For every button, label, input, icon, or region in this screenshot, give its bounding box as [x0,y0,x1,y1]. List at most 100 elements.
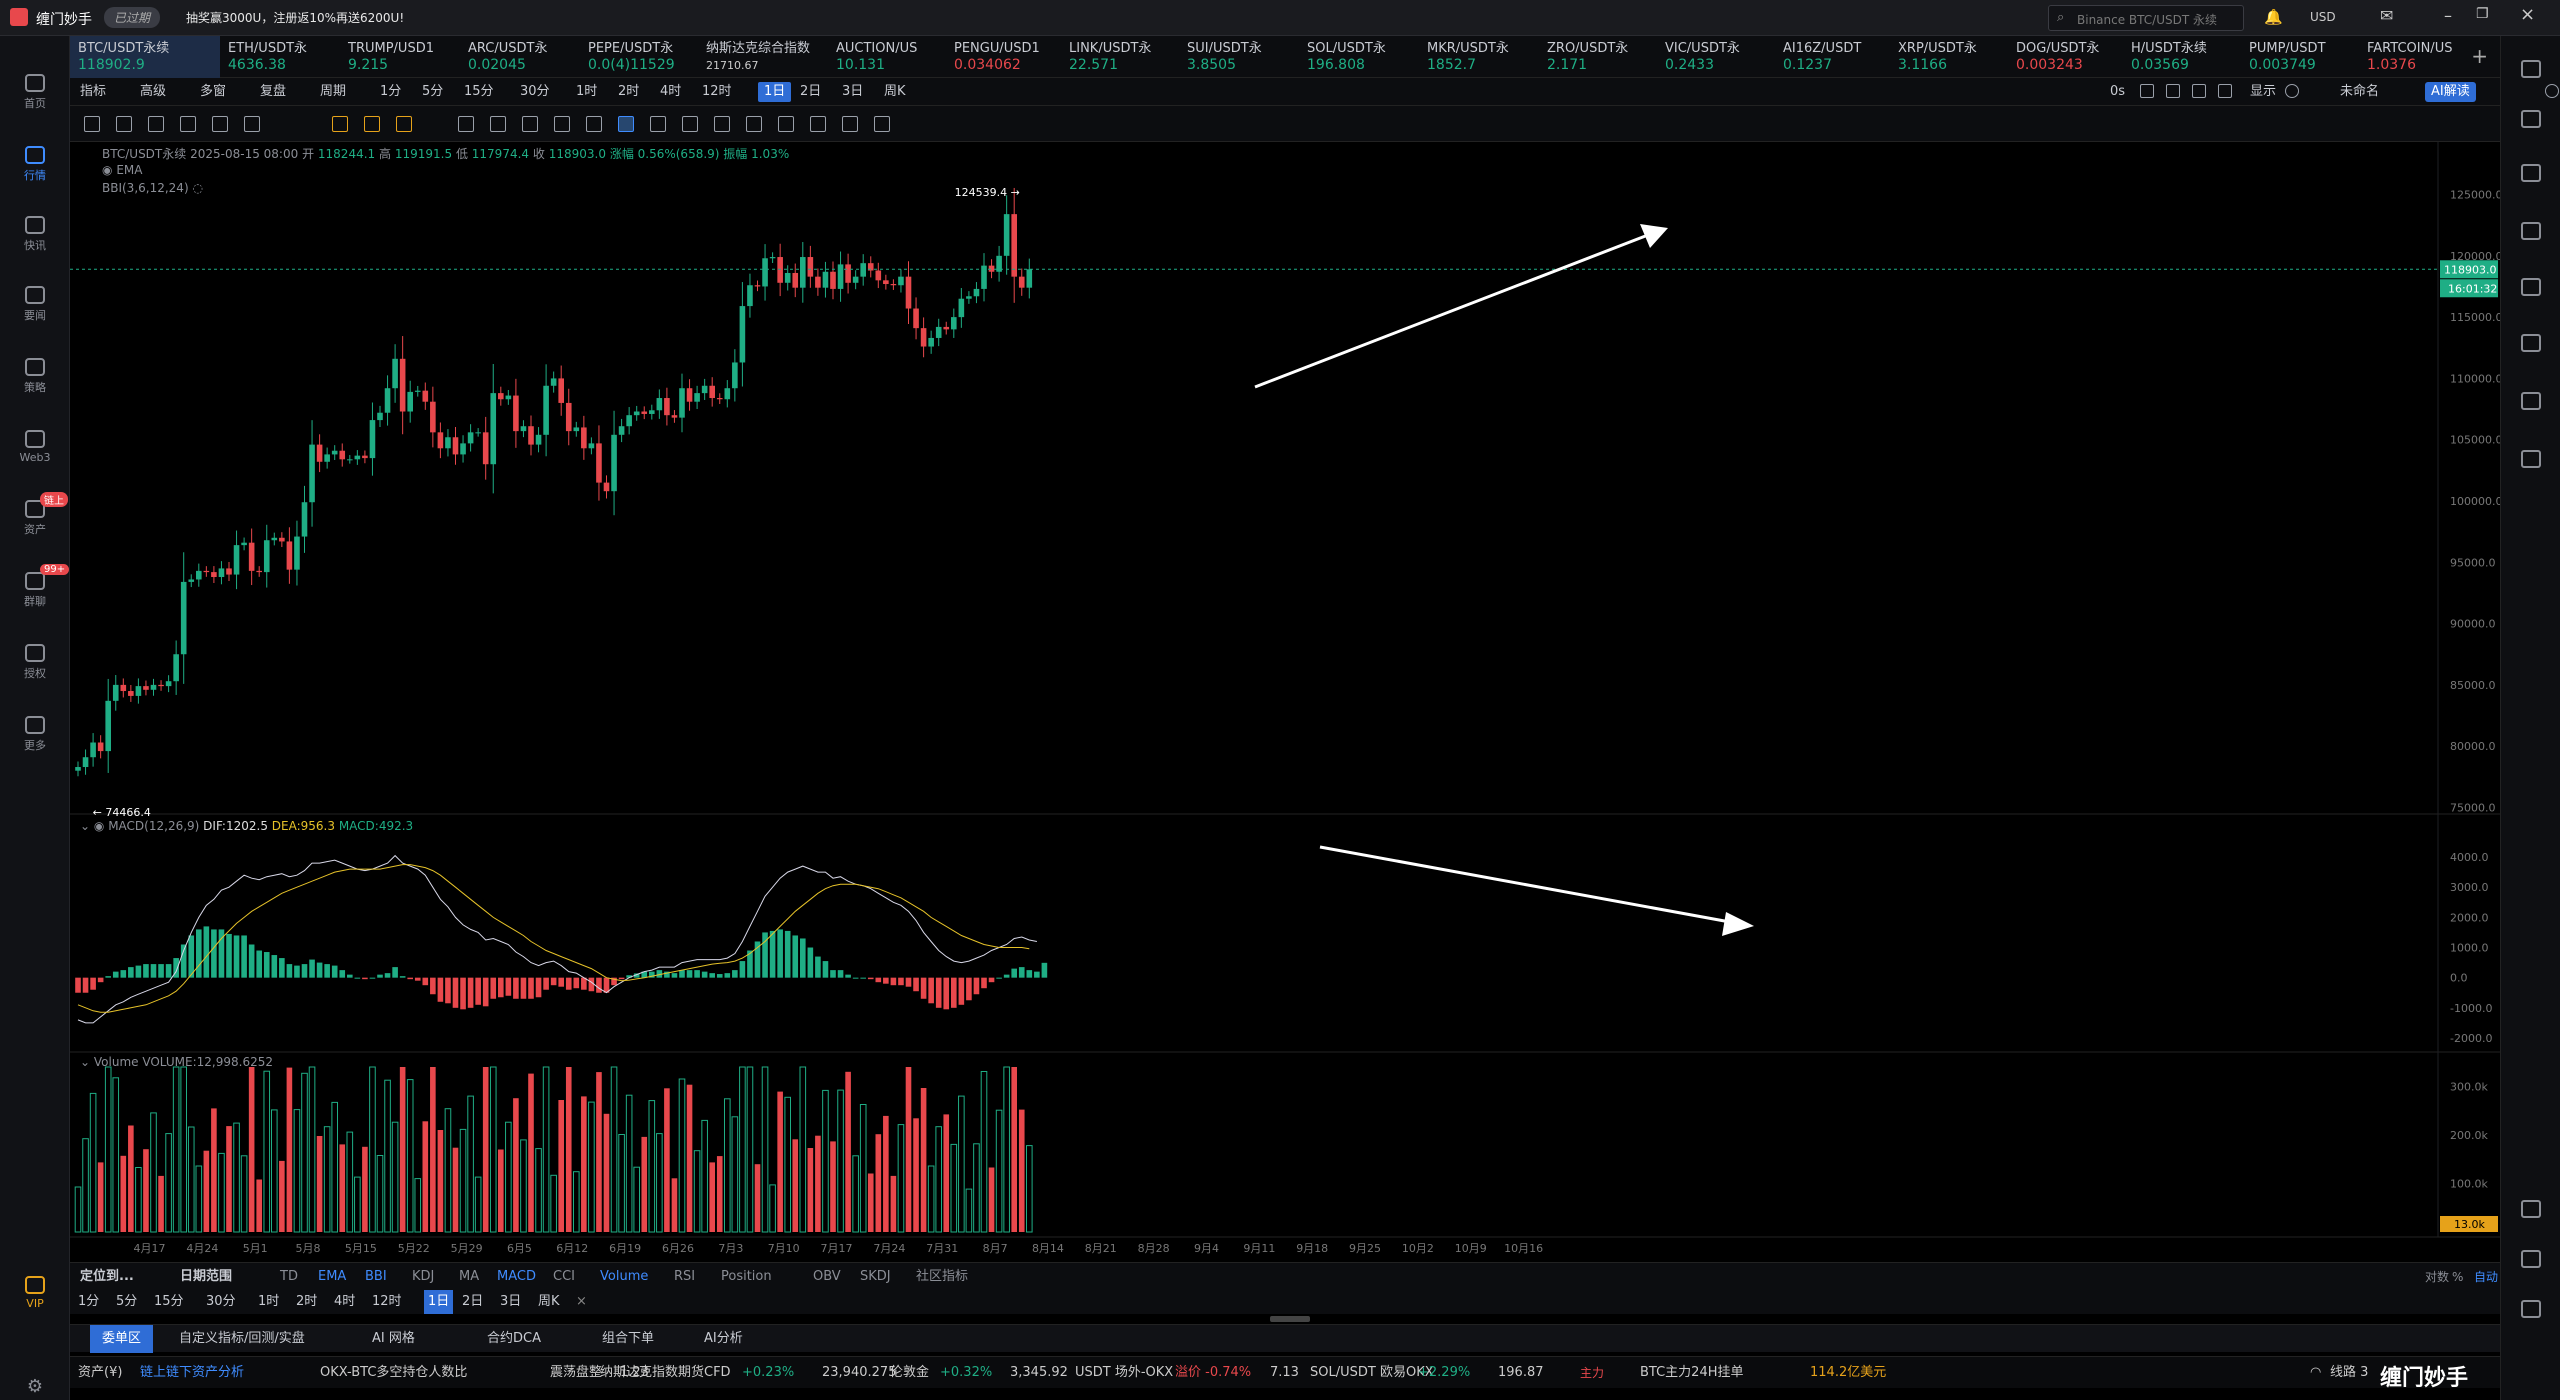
panel-tab-5[interactable]: AI分析 [704,1331,743,1346]
ray-icon[interactable] [180,116,196,132]
scale-option-1[interactable]: % [2452,1270,2464,1284]
indicator-tab-5[interactable]: KDJ [412,1269,435,1284]
toolbar-item-10[interactable]: 2时 [618,84,640,99]
ticker-2[interactable]: TRUMP/USD1 9.215 [340,36,460,78]
toolbar-right-0[interactable]: 0s [2110,84,2126,99]
ticker-18[interactable]: PUMP/USDT 0.003749 [2241,36,2359,78]
indicator-tab-9[interactable]: Volume [600,1269,649,1284]
period-tab-2[interactable]: 15分 [154,1294,184,1309]
brush-icon[interactable] [554,116,570,132]
redo-icon[interactable] [874,116,890,132]
indicator-tab-10[interactable]: RSI [674,1269,696,1284]
trash-icon[interactable] [810,116,826,132]
indicator-tab-12[interactable]: OBV [813,1269,841,1284]
pen-icon[interactable] [586,116,602,132]
signal-icon[interactable] [2521,392,2541,410]
period-tab-9[interactable]: 2日 [462,1294,484,1309]
order-book-icon[interactable] [2521,110,2541,128]
plus-icon[interactable] [2521,60,2541,78]
filter-icon[interactable] [778,116,794,132]
measure-icon[interactable] [490,116,506,132]
share-icon[interactable] [2545,84,2559,98]
assets-label[interactable]: 资产(¥) [78,1365,123,1380]
chat-icon[interactable] [2521,164,2541,182]
promo-banner[interactable]: 抽奖赢3000U，注册返10%再送6200U! [186,11,405,25]
period-tab-0[interactable]: 1分 [78,1294,100,1309]
support-icon[interactable] [2521,1300,2541,1318]
toolbar-item-8[interactable]: 30分 [520,84,550,99]
status-label[interactable]: 伦敦金 [890,1365,930,1380]
camera-icon[interactable] [2140,84,2154,98]
toolbar-right-2[interactable]: 未命名 [2340,84,2380,99]
panel-tab-3[interactable]: 合约DCA [487,1331,541,1346]
nav-item-5[interactable]: Web3 [0,430,70,464]
collapse-icon[interactable]: ⌄ [80,819,91,833]
period-tab-7[interactable]: 12时 [372,1294,402,1309]
undo-icon[interactable] [842,116,858,132]
close-periods-icon[interactable]: × [576,1294,587,1309]
trendline-icon[interactable] [148,116,164,132]
nav-item-0[interactable]: 首页 [0,74,70,111]
indicator-tab-4[interactable]: BBI [365,1269,387,1284]
eye-icon[interactable]: ◉ [93,819,105,833]
scale-option-2[interactable]: 自动 [2474,1270,2499,1284]
ticker-1[interactable]: ETH/USDT永 4636.38 [220,36,340,78]
message-icon[interactable] [2521,1250,2541,1268]
ticker-5[interactable]: 纳斯达克综合指数 21710.67 [698,36,828,78]
depth-icon[interactable] [2521,222,2541,240]
period-tab-1[interactable]: 5分 [116,1294,138,1309]
nav-item-8[interactable]: 授权 [0,644,70,681]
toolbar-item-5[interactable]: 1分 [380,84,402,99]
main-icon[interactable] [332,116,348,132]
ticker-19[interactable]: FARTCOIN/US 1.0376 [2359,36,2479,78]
indicator-tab-7[interactable]: MACD [497,1269,536,1284]
toolbar-item-9[interactable]: 1时 [576,84,598,99]
panel-tab-0[interactable]: 委单区 [90,1325,154,1353]
ticker-15[interactable]: XRP/USDT永 3.1166 [1890,36,2008,78]
panel-tab-1[interactable]: 自定义指标/回测/实盘 [179,1331,305,1346]
period-tab-3[interactable]: 30分 [206,1294,236,1309]
ticker-9[interactable]: SUI/USDT永 3.8505 [1179,36,1299,78]
toolbar-item-16[interactable]: 周K [884,84,906,99]
chip-icon[interactable] [396,116,412,132]
toolbar-item-1[interactable]: 高级 [140,84,167,99]
layout-icon[interactable] [2521,1200,2541,1218]
big-icon[interactable] [364,116,380,132]
ticker-6[interactable]: AUCTION/US 10.131 [828,36,946,78]
panel-tab-4[interactable]: 组合下单 [602,1331,655,1346]
currency-select[interactable]: USD [2310,10,2336,24]
search-box[interactable]: ⌕ Binance BTC/USDT 永续 [2048,5,2244,31]
nav-item-7[interactable]: 群聊 99+ [0,564,70,609]
add-ticker-icon[interactable]: + [2471,44,2488,68]
toolbar-item-14[interactable]: 2日 [800,84,822,99]
toolbar-item-4[interactable]: 周期 [320,84,347,99]
period-tab-8[interactable]: 1日 [424,1290,454,1314]
indicator-tab-11[interactable]: Position [721,1269,772,1284]
nav-item-9[interactable]: 更多 [0,716,70,753]
ticker-10[interactable]: SOL/USDT永 196.808 [1299,36,1419,78]
toolbar-right-3[interactable]: AI解读 [2425,82,2476,102]
indicator-tab-1[interactable]: 日期范围 [180,1269,233,1284]
eye-icon[interactable]: ◉ [102,163,113,177]
card-icon[interactable] [2521,334,2541,352]
indicator-tab-13[interactable]: SKDJ [860,1269,891,1284]
toolbar-item-6[interactable]: 5分 [422,84,444,99]
fib-icon[interactable] [618,116,634,132]
ticker-12[interactable]: ZRO/USDT永 2.171 [1539,36,1657,78]
layout-icon[interactable] [2192,84,2206,98]
period-tab-10[interactable]: 3日 [500,1294,522,1309]
candlestick-chart[interactable]: 75000.0 80000.0 85000.0 90000.0 95000.0 10000… [70,142,2503,1262]
note-icon[interactable] [714,116,730,132]
indicator-tab-2[interactable]: TD [280,1269,298,1284]
toolbar-item-0[interactable]: 指标 [80,84,107,99]
toolbar-item-15[interactable]: 3日 [842,84,864,99]
mail-icon[interactable]: ✉ [2380,6,2394,25]
fullscreen-icon[interactable] [2218,84,2232,98]
status-label[interactable]: OKX-BTC多空持仓人数比 [320,1365,468,1380]
panel-tab-2[interactable]: AI 网格 [372,1331,415,1346]
minimize-icon[interactable]: – [2444,6,2452,25]
lock-icon[interactable] [650,116,666,132]
hline-icon[interactable] [212,116,228,132]
indicator-tab-0[interactable]: 定位到... [80,1269,134,1284]
status-label[interactable]: 主力 [1580,1366,1605,1380]
